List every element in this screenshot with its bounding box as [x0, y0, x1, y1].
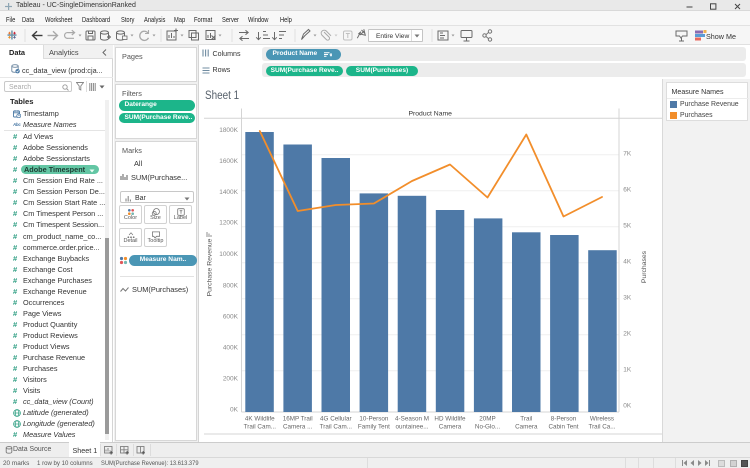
svg-text:7K: 7K: [623, 151, 632, 158]
svg-text:3K: 3K: [623, 295, 632, 302]
svg-text:6K: 6K: [623, 187, 632, 194]
svg-text:1800K: 1800K: [219, 127, 238, 134]
svg-text:20MP: 20MP: [479, 416, 495, 423]
svg-text:16MP Trail: 16MP Trail: [283, 416, 313, 423]
svg-text:Trail: Trail: [520, 416, 532, 423]
svg-text:1200K: 1200K: [219, 220, 238, 227]
svg-text:400K: 400K: [223, 345, 239, 352]
svg-text:Trail Cam...: Trail Cam...: [320, 424, 353, 431]
svg-text:1000K: 1000K: [219, 251, 238, 258]
svg-text:HD Wildlife: HD Wildlife: [434, 416, 466, 423]
svg-text:ountainee...: ountainee...: [396, 424, 429, 431]
svg-text:Camera: Camera: [515, 424, 538, 431]
svg-text:600K: 600K: [223, 313, 239, 320]
svg-text:1K: 1K: [623, 367, 632, 374]
svg-text:Family Tent: Family Tent: [358, 424, 390, 431]
svg-text:10-Person: 10-Person: [359, 416, 389, 423]
svg-text:0K: 0K: [230, 407, 239, 414]
svg-text:2K: 2K: [623, 331, 632, 338]
svg-text:5K: 5K: [623, 223, 632, 230]
svg-text:8-Person: 8-Person: [551, 416, 577, 423]
svg-text:Wireless: Wireless: [590, 416, 614, 423]
svg-text:4K: 4K: [623, 259, 632, 266]
svg-text:Cabin Tent: Cabin Tent: [549, 424, 579, 431]
svg-text:Trail Ca...: Trail Ca...: [588, 424, 615, 431]
svg-text:1600K: 1600K: [219, 158, 238, 165]
svg-text:4K Wildlife: 4K Wildlife: [245, 416, 275, 423]
svg-text:Purchase Revenue: Purchase Revenue: [207, 238, 214, 296]
svg-text:Camera ...: Camera ...: [283, 424, 313, 431]
svg-text:1400K: 1400K: [219, 189, 238, 196]
svg-text:Purchases: Purchases: [641, 250, 648, 283]
svg-text:800K: 800K: [223, 282, 239, 289]
svg-text:4G Cellular: 4G Cellular: [320, 416, 352, 423]
svg-text:Camera: Camera: [439, 424, 462, 431]
svg-text:No-Glo...: No-Glo...: [475, 424, 500, 431]
svg-text:Product Name: Product Name: [408, 111, 452, 118]
svg-text:4-Season M: 4-Season M: [395, 416, 429, 423]
svg-text:0K: 0K: [623, 403, 632, 410]
svg-text:Trail Cam...: Trail Cam...: [244, 424, 277, 431]
svg-text:200K: 200K: [223, 376, 239, 383]
